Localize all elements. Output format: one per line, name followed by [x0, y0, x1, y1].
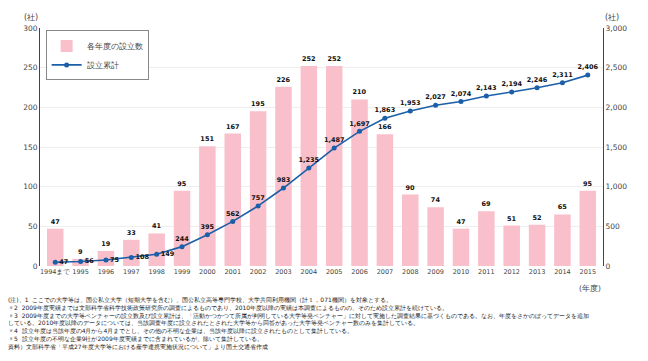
svg-text:50: 50	[28, 222, 38, 231]
svg-text:2007: 2007	[377, 268, 394, 276]
svg-text:2010: 2010	[453, 268, 470, 276]
svg-text:0: 0	[33, 262, 38, 271]
svg-text:51: 51	[507, 215, 517, 223]
svg-text:52: 52	[533, 214, 542, 222]
svg-text:2003: 2003	[275, 268, 292, 276]
svg-text:75: 75	[110, 256, 120, 264]
svg-text:2004: 2004	[301, 268, 318, 276]
svg-text:9: 9	[78, 248, 83, 256]
svg-text:2,406: 2,406	[577, 63, 598, 71]
svg-text:1,000: 1,000	[606, 182, 628, 191]
svg-text:166: 166	[378, 123, 392, 131]
svg-text:(社): (社)	[24, 13, 38, 22]
svg-text:95: 95	[177, 180, 187, 188]
svg-text:1,500: 1,500	[606, 143, 628, 152]
svg-text:2014: 2014	[554, 268, 571, 276]
svg-text:244: 244	[175, 235, 189, 243]
svg-text:252: 252	[327, 55, 341, 63]
svg-text:2012: 2012	[503, 268, 520, 276]
svg-text:2013: 2013	[529, 268, 546, 276]
svg-text:1996: 1996	[98, 268, 115, 276]
svg-text:2000: 2000	[199, 268, 216, 276]
svg-text:90: 90	[405, 184, 415, 192]
svg-text:2015: 2015	[580, 268, 597, 276]
svg-text:3,000: 3,000	[606, 24, 628, 33]
svg-text:74: 74	[431, 196, 441, 204]
svg-text:設立累計: 設立累計	[87, 61, 119, 70]
svg-text:200: 200	[23, 103, 38, 112]
svg-text:2,027: 2,027	[425, 93, 446, 101]
svg-text:(年度): (年度)	[579, 284, 601, 293]
svg-text:150: 150	[23, 143, 38, 152]
svg-text:2,143: 2,143	[476, 84, 497, 92]
svg-text:1,487: 1,487	[324, 136, 345, 144]
svg-text:1997: 1997	[123, 268, 140, 276]
svg-text:252: 252	[302, 55, 316, 63]
svg-text:95: 95	[583, 180, 593, 188]
svg-text:2006: 2006	[351, 268, 368, 276]
svg-text:149: 149	[161, 250, 175, 258]
svg-text:2,500: 2,500	[606, 63, 628, 72]
svg-text:210: 210	[353, 88, 367, 96]
svg-text:300: 300	[23, 24, 38, 33]
svg-text:1995: 1995	[72, 268, 89, 276]
svg-text:151: 151	[200, 135, 214, 143]
svg-text:2,246: 2,246	[527, 76, 548, 84]
svg-text:2,311: 2,311	[552, 71, 573, 79]
svg-text:2,000: 2,000	[606, 103, 628, 112]
svg-text:33: 33	[127, 229, 136, 237]
svg-text:19: 19	[101, 240, 111, 248]
svg-text:2011: 2011	[478, 268, 495, 276]
svg-text:2002: 2002	[250, 268, 267, 276]
svg-text:1994まで: 1994まで	[40, 268, 72, 276]
svg-text:47: 47	[456, 218, 465, 226]
svg-text:2008: 2008	[402, 268, 419, 276]
svg-text:69: 69	[482, 200, 492, 208]
svg-text:167: 167	[226, 123, 240, 131]
svg-text:1999: 1999	[174, 268, 191, 276]
svg-text:757: 757	[251, 194, 265, 202]
svg-text:226: 226	[276, 76, 290, 84]
svg-text:0: 0	[606, 262, 611, 271]
svg-text:2001: 2001	[224, 268, 241, 276]
svg-text:100: 100	[23, 182, 38, 191]
svg-text:2005: 2005	[326, 268, 343, 276]
svg-text:各年度の設立数: 各年度の設立数	[87, 42, 143, 51]
svg-text:195: 195	[251, 100, 265, 108]
svg-text:2009: 2009	[427, 268, 444, 276]
svg-text:562: 562	[226, 210, 240, 218]
svg-text:1,953: 1,953	[400, 99, 421, 107]
svg-text:395: 395	[201, 223, 215, 231]
svg-text:47: 47	[59, 258, 68, 266]
svg-text:2,074: 2,074	[451, 90, 472, 98]
svg-text:56: 56	[85, 257, 95, 265]
svg-text:65: 65	[558, 203, 568, 211]
svg-text:1,697: 1,697	[349, 120, 370, 128]
svg-text:(注)、1 ここでの大学等は、国公私立大学（短期大学を含む: (注)、1 ここでの大学等は、国公私立大学（短期大学を含む）、国公私立高等専門学…	[8, 296, 589, 351]
svg-text:983: 983	[277, 176, 291, 184]
svg-text:1,235: 1,235	[299, 156, 320, 164]
svg-text:(社): (社)	[605, 13, 619, 22]
svg-text:500: 500	[606, 222, 621, 231]
svg-text:1998: 1998	[148, 268, 165, 276]
svg-text:1,863: 1,863	[375, 106, 396, 114]
svg-text:108: 108	[135, 253, 149, 261]
svg-text:250: 250	[23, 63, 38, 72]
svg-text:47: 47	[51, 218, 60, 226]
svg-text:2,194: 2,194	[501, 80, 522, 88]
svg-text:41: 41	[152, 222, 162, 230]
